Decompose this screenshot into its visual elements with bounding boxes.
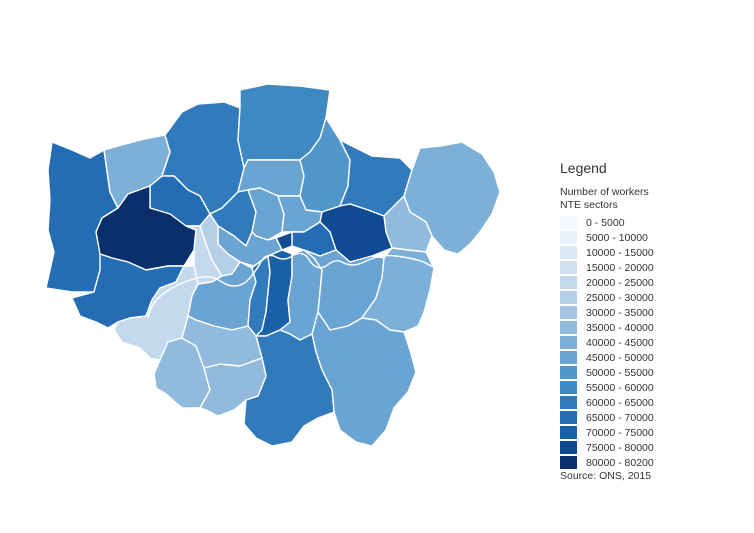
legend-swatch: [560, 336, 577, 349]
legend-class-list: 0 - 5000 5000 - 10000 10000 - 15000 15000 -…: [560, 215, 750, 470]
legend-swatch: [560, 321, 577, 334]
legend-item: 75000 - 80000: [560, 440, 750, 455]
legend-swatch: [560, 366, 577, 379]
legend-label: 80000 - 80200: [586, 456, 654, 469]
legend-swatch: [560, 426, 577, 439]
legend-swatch: [560, 306, 577, 319]
legend-item: 20000 - 25000: [560, 275, 750, 290]
legend-item: 5000 - 10000: [560, 230, 750, 245]
legend-swatch: [560, 216, 577, 229]
legend-item: 50000 - 55000: [560, 365, 750, 380]
legend-subtitle: Number of workers NTE sectors: [560, 186, 750, 211]
legend-item: 15000 - 20000: [560, 260, 750, 275]
legend-label: 60000 - 65000: [586, 396, 654, 409]
legend-item: 70000 - 75000: [560, 425, 750, 440]
legend-subtitle-line1: Number of workers: [560, 186, 649, 198]
legend-label: 10000 - 15000: [586, 246, 654, 259]
legend-swatch: [560, 291, 577, 304]
legend-item: 40000 - 45000: [560, 335, 750, 350]
legend-swatch: [560, 231, 577, 244]
legend-item: 0 - 5000: [560, 215, 750, 230]
legend-swatch: [560, 276, 577, 289]
legend-subtitle-line2: NTE sectors: [560, 198, 618, 211]
legend-item: 80000 - 80200: [560, 455, 750, 470]
legend-label: 20000 - 25000: [586, 276, 654, 289]
legend-label: 25000 - 30000: [586, 291, 654, 304]
legend-item: 10000 - 15000: [560, 245, 750, 260]
river-thames: [147, 252, 447, 319]
map-legend: Legend Number of workers NTE sectors 0 -…: [560, 160, 750, 482]
legend-item: 60000 - 65000: [560, 395, 750, 410]
legend-swatch: [560, 381, 577, 394]
legend-label: 5000 - 10000: [586, 231, 648, 244]
legend-label: 0 - 5000: [586, 216, 625, 229]
borough-bexley[interactable]: [361, 247, 435, 333]
legend-label: 70000 - 75000: [586, 426, 654, 439]
legend-swatch: [560, 411, 577, 424]
legend-label: 65000 - 70000: [586, 411, 654, 424]
legend-label: 35000 - 40000: [586, 321, 654, 334]
borough-islington[interactable]: [247, 187, 285, 241]
legend-item: 55000 - 60000: [560, 380, 750, 395]
legend-item: 30000 - 35000: [560, 305, 750, 320]
legend-swatch: [560, 261, 577, 274]
legend-swatch: [560, 351, 577, 364]
borough-bromley[interactable]: [311, 311, 417, 447]
legend-item: 35000 - 40000: [560, 320, 750, 335]
legend-label: 45000 - 50000: [586, 351, 654, 364]
borough-layer: [45, 83, 501, 447]
legend-label: 75000 - 80000: [586, 441, 654, 454]
legend-swatch: [560, 441, 577, 454]
borough-merton[interactable]: [181, 315, 263, 369]
legend-source: Source: ONS, 2015: [560, 470, 652, 482]
legend-label: 55000 - 60000: [586, 381, 654, 394]
legend-label: 50000 - 55000: [586, 366, 654, 379]
legend-label: 40000 - 45000: [586, 336, 654, 349]
legend-swatch: [560, 246, 577, 259]
legend-swatch: [560, 396, 577, 409]
legend-item: 25000 - 30000: [560, 290, 750, 305]
legend-label: 15000 - 20000: [586, 261, 654, 274]
legend-title: Legend: [560, 160, 607, 176]
legend-label: 30000 - 35000: [586, 306, 654, 319]
legend-swatch: [560, 456, 577, 469]
legend-item: 65000 - 70000: [560, 410, 750, 425]
legend-item: 45000 - 50000: [560, 350, 750, 365]
london-borough-map: [45, 83, 501, 447]
